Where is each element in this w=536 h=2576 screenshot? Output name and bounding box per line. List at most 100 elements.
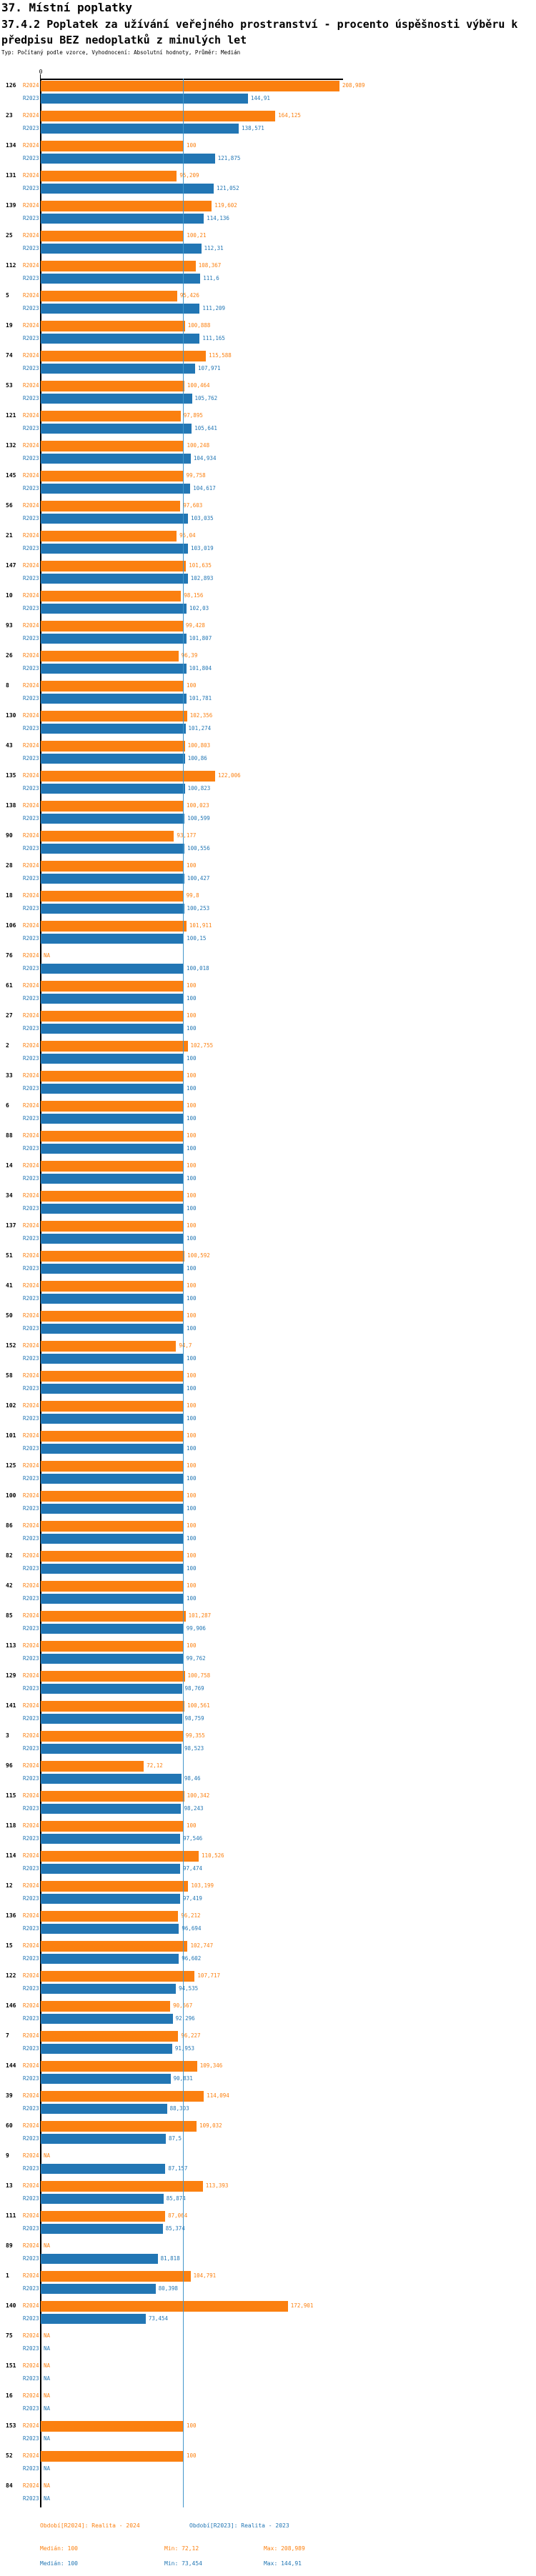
bar-r2023[interactable] <box>41 213 204 224</box>
bar-r2023[interactable] <box>41 1023 184 1034</box>
bar-r2024[interactable] <box>41 1581 184 1592</box>
bar-r2024[interactable] <box>41 621 183 631</box>
bar-r2024[interactable] <box>41 2451 184 2462</box>
bar-r2024[interactable] <box>41 891 184 902</box>
bar-r2023[interactable] <box>41 783 185 794</box>
bar-r2024[interactable] <box>41 1641 184 1652</box>
bar-r2024[interactable] <box>41 1401 184 1412</box>
bar-r2023[interactable] <box>41 423 192 434</box>
bar-r2024[interactable] <box>41 1941 188 1952</box>
bar-r2023[interactable] <box>41 903 184 914</box>
bar-r2023[interactable] <box>41 1683 182 1694</box>
bar-r2024[interactable] <box>41 411 181 421</box>
bar-r2024[interactable] <box>41 921 187 932</box>
bar-r2023[interactable] <box>41 1863 180 1874</box>
bar-r2024[interactable] <box>41 381 184 391</box>
bar-r2023[interactable] <box>41 2133 166 2144</box>
bar-r2024[interactable] <box>41 1461 184 1472</box>
bar-r2024[interactable] <box>41 1341 177 1352</box>
bar-r2024[interactable] <box>41 801 184 812</box>
bar-r2024[interactable] <box>41 201 212 211</box>
bar-r2024[interactable] <box>41 321 185 331</box>
bar-r2023[interactable] <box>41 333 200 344</box>
bar-r2023[interactable] <box>41 2193 164 2204</box>
bar-r2023[interactable] <box>41 753 185 764</box>
bar-r2023[interactable] <box>41 693 187 704</box>
bar-r2023[interactable] <box>41 1953 179 1964</box>
bar-r2023[interactable] <box>41 153 215 164</box>
bar-r2023[interactable] <box>41 1803 182 1814</box>
bar-r2024[interactable] <box>41 591 182 601</box>
bar-r2023[interactable] <box>41 1323 184 1334</box>
bar-r2024[interactable] <box>41 2121 197 2132</box>
bar-r2023[interactable] <box>41 573 188 584</box>
bar-r2024[interactable] <box>41 2061 197 2072</box>
bar-r2023[interactable] <box>41 2253 158 2264</box>
bar-r2023[interactable] <box>41 273 201 284</box>
bar-r2024[interactable] <box>41 711 187 722</box>
bar-r2024[interactable] <box>41 741 185 752</box>
bar-r2023[interactable] <box>41 1293 184 1304</box>
bar-r2024[interactable] <box>41 1881 189 1892</box>
bar-r2023[interactable] <box>41 1143 184 1154</box>
bar-r2023[interactable] <box>41 813 185 824</box>
bar-r2024[interactable] <box>41 531 177 541</box>
bar-r2023[interactable] <box>41 1413 184 1424</box>
bar-r2024[interactable] <box>41 1371 184 1382</box>
bar-r2024[interactable] <box>41 1311 184 1322</box>
bar-r2023[interactable] <box>41 2073 171 2084</box>
bar-r2023[interactable] <box>41 1383 184 1394</box>
bar-r2024[interactable] <box>41 1731 183 1742</box>
bar-r2024[interactable] <box>41 1161 184 1172</box>
bar-r2024[interactable] <box>41 651 179 662</box>
bar-r2023[interactable] <box>41 1533 184 1544</box>
bar-r2024[interactable] <box>41 1041 188 1052</box>
bar-r2024[interactable] <box>41 1611 186 1622</box>
bar-r2023[interactable] <box>41 2103 167 2114</box>
bar-r2024[interactable] <box>41 111 276 121</box>
bar-r2023[interactable] <box>41 723 186 734</box>
bar-r2023[interactable] <box>41 603 187 614</box>
bar-r2024[interactable] <box>41 1761 144 1772</box>
bar-r2024[interactable] <box>41 681 184 692</box>
bar-r2023[interactable] <box>41 1653 184 1664</box>
bar-r2023[interactable] <box>41 1083 184 1094</box>
bar-r2023[interactable] <box>41 543 189 554</box>
bar-r2024[interactable] <box>41 771 215 782</box>
bar-r2023[interactable] <box>41 1113 184 1124</box>
bar-r2024[interactable] <box>41 1791 184 1802</box>
bar-r2024[interactable] <box>41 171 177 181</box>
bar-r2023[interactable] <box>41 1203 184 1214</box>
bar-r2023[interactable] <box>41 1173 184 1184</box>
bar-r2023[interactable] <box>41 2223 163 2234</box>
bar-r2023[interactable] <box>41 363 195 374</box>
bar-r2023[interactable] <box>41 873 184 884</box>
bar-r2023[interactable] <box>41 1353 184 1364</box>
bar-r2023[interactable] <box>41 2163 166 2174</box>
bar-r2023[interactable] <box>41 2283 156 2294</box>
bar-r2023[interactable] <box>41 1473 184 1484</box>
bar-r2023[interactable] <box>41 93 248 104</box>
bar-r2024[interactable] <box>41 261 196 271</box>
bar-r2024[interactable] <box>41 2301 288 2312</box>
bar-r2024[interactable] <box>41 1551 184 1562</box>
bar-r2023[interactable] <box>41 303 200 314</box>
bar-r2024[interactable] <box>41 2031 179 2042</box>
bar-r2023[interactable] <box>41 1623 184 1634</box>
bar-r2023[interactable] <box>41 1563 184 1574</box>
bar-r2024[interactable] <box>41 1131 184 1142</box>
bar-r2023[interactable] <box>41 1713 182 1724</box>
bar-r2024[interactable] <box>41 1671 185 1682</box>
bar-r2023[interactable] <box>41 633 187 644</box>
bar-r2024[interactable] <box>41 1971 195 1982</box>
bar-r2024[interactable] <box>41 1011 184 1022</box>
bar-r2023[interactable] <box>41 1593 184 1604</box>
bar-r2024[interactable] <box>41 1251 185 1262</box>
bar-r2023[interactable] <box>41 1773 182 1784</box>
bar-r2024[interactable] <box>41 1851 199 1862</box>
bar-r2024[interactable] <box>41 81 339 91</box>
bar-r2024[interactable] <box>41 831 174 842</box>
bar-r2024[interactable] <box>41 1521 184 1532</box>
bar-r2023[interactable] <box>41 1893 180 1904</box>
bar-r2024[interactable] <box>41 2181 203 2192</box>
